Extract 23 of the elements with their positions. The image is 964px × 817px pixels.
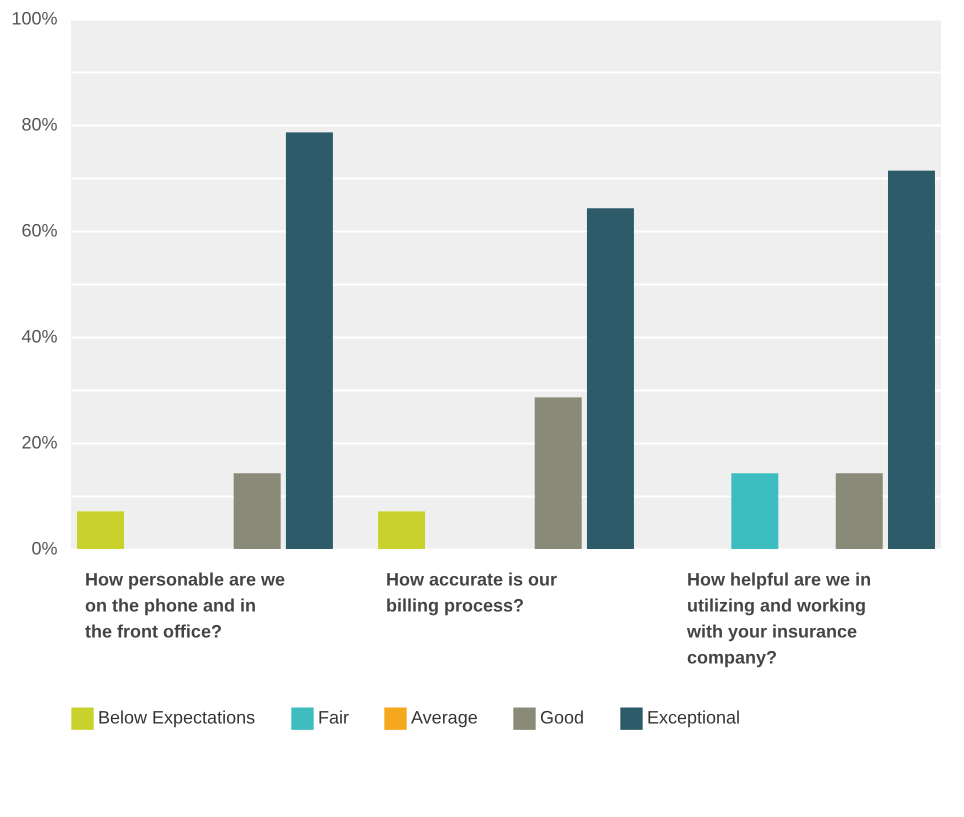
y-tick-label: 40%	[21, 326, 58, 346]
x-tick-label: How accurate is our billing process?	[386, 570, 558, 616]
y-tick-label: 20%	[21, 432, 58, 452]
bar	[731, 473, 778, 549]
bar	[286, 132, 333, 549]
bar	[77, 511, 124, 549]
legend-label: Fair	[318, 708, 350, 728]
y-tick-label: 0%	[31, 538, 58, 558]
y-tick-label: 80%	[21, 114, 58, 134]
bar	[534, 397, 582, 549]
legend-label: Exceptional	[647, 708, 740, 728]
legend-label: Below Expectations	[98, 708, 256, 728]
y-tick-label: 60%	[21, 220, 58, 240]
x-tick-label: How personable are we on the phone and in the front office?	[84, 570, 286, 642]
bar	[586, 208, 634, 549]
bar	[234, 473, 281, 549]
legend-label: Good	[540, 708, 584, 728]
x-tick-label: How helpful are we in utilizing and working with your insurance company?	[686, 570, 872, 668]
bar	[888, 170, 935, 549]
y-tick-label: 100%	[11, 8, 58, 28]
bar	[378, 511, 426, 549]
legend-label: Average	[411, 708, 478, 728]
bar	[836, 473, 883, 549]
